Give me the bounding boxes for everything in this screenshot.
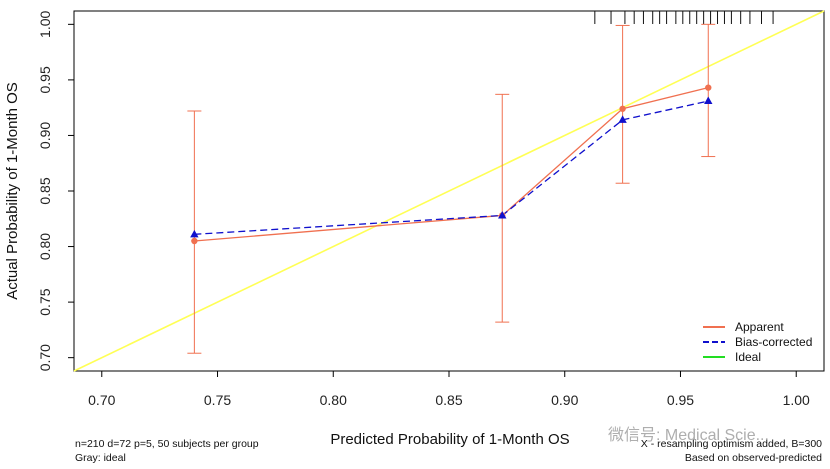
- y-tick-label: 0.85: [37, 177, 53, 204]
- footnote-left-1: n=210 d=72 p=5, 50 subjects per group: [75, 438, 259, 450]
- ideal-line-group: [73, 10, 825, 372]
- watermark-text: 微信号: Medical Scie...: [608, 426, 769, 444]
- x-tick-label: 1.00: [783, 392, 810, 408]
- series-lines: [194, 87, 709, 242]
- ideal-line: [73, 10, 825, 372]
- x-tick-label: 0.70: [88, 392, 115, 408]
- apparent-line: [194, 87, 709, 242]
- x-axis: 0.70 0.75 0.80 0.85 0.90 0.95 1.00: [88, 371, 810, 408]
- rug-marks: [594, 11, 774, 24]
- bias-corrected-point: [704, 96, 713, 104]
- apparent-point: [619, 105, 626, 112]
- legend-label-apparent: Apparent: [735, 320, 784, 334]
- y-tick-label: 0.95: [37, 66, 53, 93]
- x-tick-label: 0.85: [435, 392, 462, 408]
- y-axis-title: Actual Probability of 1-Month OS: [4, 82, 21, 300]
- x-axis-title: Predicted Probability of 1-Month OS: [330, 431, 569, 448]
- series-markers: [190, 84, 713, 245]
- x-tick-label: 0.80: [320, 392, 347, 408]
- legend-label-bias-corrected: Bias-corrected: [735, 335, 812, 349]
- footnote-left-2: Gray: ideal: [75, 452, 126, 464]
- y-axis: 0.70 0.75 0.80 0.85 0.90 0.95 1.00: [37, 10, 74, 371]
- footnote-right-1: X - resampling optimism added, B=300: [641, 438, 822, 450]
- apparent-point: [705, 84, 712, 91]
- y-tick-label: 0.70: [37, 344, 53, 371]
- x-tick-label: 0.95: [667, 392, 694, 408]
- bias-corrected-point: [618, 115, 627, 123]
- y-tick-label: 0.75: [37, 288, 53, 315]
- x-tick-label: 0.90: [551, 392, 578, 408]
- bias-corrected-point: [190, 229, 199, 238]
- legend-label-ideal: Ideal: [735, 350, 761, 364]
- y-tick-label: 1.00: [37, 10, 53, 37]
- legend: Apparent Bias-corrected Ideal: [703, 320, 812, 364]
- footnote-right-2: Based on observed-predicted: [685, 452, 822, 464]
- y-tick-label: 0.90: [37, 122, 53, 149]
- bias-corrected-point: [498, 210, 507, 219]
- error-bars: [187, 23, 716, 354]
- y-tick-label: 0.80: [37, 233, 53, 260]
- bias-corrected-line: [194, 100, 709, 235]
- x-tick-label: 0.75: [204, 392, 231, 408]
- apparent-point: [191, 237, 198, 245]
